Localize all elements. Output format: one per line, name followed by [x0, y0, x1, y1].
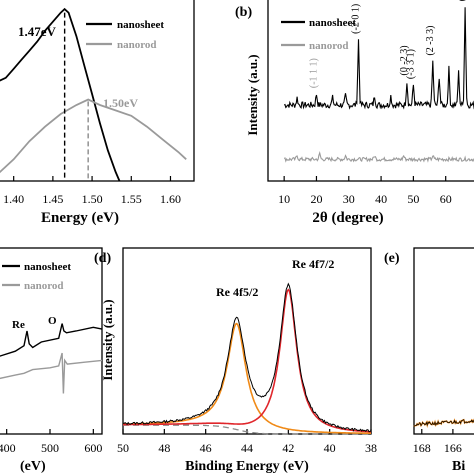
- panel-a-photoluminescence-chart: 1.40 1.45 1.50 1.55 1.60 1.47eV 1.50eV nanos…: [0, 0, 195, 226]
- panel-a-x-tick-label: 1.60: [160, 192, 181, 206]
- panel-d-background: [123, 424, 371, 435]
- panel-b-x-axis-label: 2θ (degree): [312, 210, 383, 226]
- panel-d-x-axis-label: Binding Energy (eV): [185, 459, 309, 474]
- panel-a-legend-nanosheet-label: nanosheet: [117, 19, 164, 31]
- panel-d-x-tick-label: 40: [324, 441, 336, 455]
- panel-b-peak-label: (-1 1 1): [308, 58, 319, 88]
- panel-e-xps-chart: (e) 168 166 Bi: [384, 247, 474, 474]
- panel-d-xps-re4f-chart: (d) 50 48 46 44 42 40 38 Re 4f5/2 Re 4f7/2 Int…: [94, 247, 377, 474]
- panel-a-x-tick-label: 1.50: [82, 192, 103, 206]
- panel-c-legend-nanorod-label: nanorod: [24, 280, 64, 292]
- panel-e-label: (e): [384, 251, 400, 266]
- panel-d-x-tick-label: 50: [117, 441, 129, 455]
- panel-c-xps-survey-chart: 400 500 600 Re O nanosheet nanorod (eV): [0, 247, 103, 474]
- panel-b-peak-label: (2 0 3): [457, 0, 468, 1]
- panel-a-series-nanorod: [0, 98, 187, 174]
- panel-c-x-axis-label: (eV): [20, 459, 46, 474]
- panel-d-annotation-re4f72: Re 4f7/2: [292, 257, 334, 271]
- panel-b-xrd-chart: (b) 10 20 30 40 50 60 (-1 1 1) (-2 0 1) (0 -2 3…: [235, 0, 474, 226]
- panel-c-x-tick-label: 400: [0, 441, 16, 455]
- panel-d-x-tick-label: 42: [282, 441, 294, 455]
- panel-b-label: (b): [235, 5, 252, 20]
- panel-b-y-axis-label: Intensity (a.u.): [245, 54, 260, 135]
- panel-c-legend-nanosheet-label: nanosheet: [24, 261, 71, 273]
- panel-d-fit-42: [123, 288, 372, 433]
- panel-a-x-tick-label: 1.55: [121, 192, 142, 206]
- panel-d-annotation-re4f72-text: Re 4f7/2: [292, 257, 334, 271]
- panel-b-x-tick-label: 50: [407, 192, 419, 206]
- panel-a-x-tick-label: 1.40: [3, 192, 24, 206]
- panel-b-x-tick-label: 40: [375, 192, 387, 206]
- panel-b-peak-label: (-2 0 1): [350, 4, 361, 34]
- panel-c-annotation-re: Re: [12, 319, 25, 331]
- panel-d-x-tick-label: 44: [241, 441, 253, 455]
- panel-b-x-tick-label: 30: [343, 192, 355, 206]
- panel-c-annotation-o: O: [48, 315, 57, 327]
- panel-c-x-tick-label: 500: [41, 441, 59, 455]
- panel-e-x-tick-label: 168: [413, 441, 431, 455]
- panel-d-measured: [122, 282, 372, 433]
- panel-a-axes-frame: [0, 0, 195, 182]
- panel-b-series-nanosheet: [283, 7, 474, 110]
- panel-d-axes-frame: [122, 247, 372, 435]
- panel-b-x-tick-label: 60: [440, 192, 452, 206]
- panel-e-x-axis-label: Bi: [452, 459, 465, 474]
- panel-d-annotation-re4f52: Re 4f5/2: [216, 285, 258, 299]
- panel-b-legend-nanorod-label: nanorod: [309, 40, 349, 52]
- panel-a-legend-nanorod-label: nanorod: [117, 39, 157, 51]
- panel-b-x-tick-label: 10: [278, 192, 290, 206]
- panel-e-x-tick-label: 166: [444, 441, 462, 455]
- panel-b-axes-frame: [267, 0, 474, 182]
- panel-b-x-tick-label: 20: [310, 192, 322, 206]
- panel-c-x-tick-label: 600: [84, 441, 102, 455]
- panel-d-annotation-re4f52-text: Re 4f5/2: [216, 285, 258, 299]
- panel-b-legend-nanosheet-label: nanosheet: [309, 17, 356, 29]
- panel-c-series-nanorod: [0, 352, 103, 394]
- panel-d-x-tick-label: 48: [158, 441, 170, 455]
- panel-e-measured: [413, 419, 474, 427]
- panel-d-x-tick-label: 38: [365, 441, 377, 455]
- panel-b-peak-label: (0 -2 3): [399, 45, 410, 75]
- panel-d-fit-44.5: [123, 322, 371, 434]
- panel-c-series-nanosheet: [0, 323, 103, 357]
- panel-a-annotation-1: 1.47eV: [18, 24, 57, 39]
- panel-c-axes-frame: [0, 247, 103, 435]
- panel-e-axes-frame: [413, 247, 474, 435]
- panel-d-x-tick-label: 46: [200, 441, 212, 455]
- panel-a-annotation-2: 1.50eV: [103, 96, 138, 110]
- panel-d-y-axis-label: Intensity (a.u.): [100, 299, 115, 380]
- panel-b-peak-label: (-3 3 1): [405, 49, 416, 79]
- panel-b-series-nanorod: [283, 151, 474, 163]
- panel-a-x-tick-label: 1.45: [42, 192, 63, 206]
- panel-a-x-axis-label: Energy (eV): [41, 210, 119, 226]
- panel-b-peak-label: (2 -3 3): [425, 26, 436, 56]
- panel-a-series-nanosheet: [0, 7, 121, 182]
- panel-d-label: (d): [94, 251, 111, 266]
